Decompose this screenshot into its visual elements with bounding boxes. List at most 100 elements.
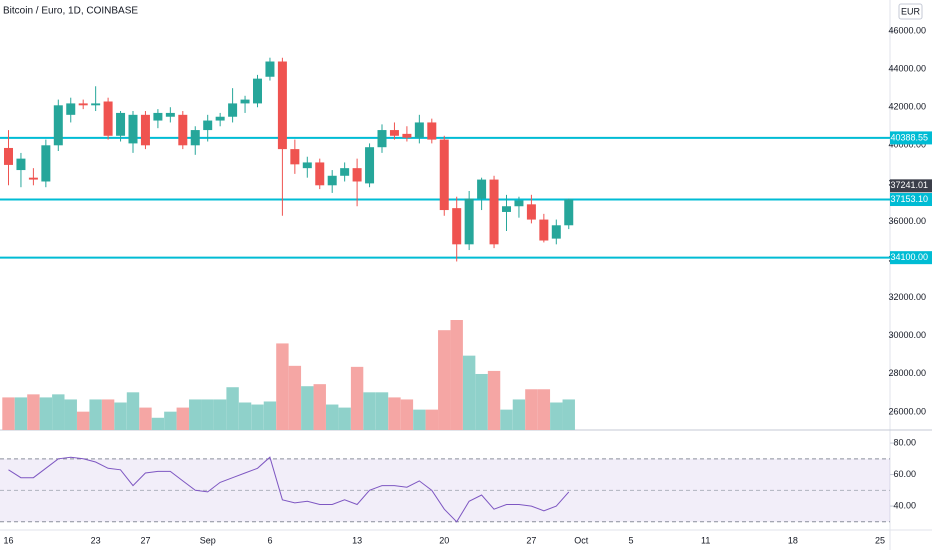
volume-bar <box>313 384 326 430</box>
volume-bar <box>276 343 289 430</box>
candle-body <box>153 112 163 121</box>
candle-body <box>514 200 524 207</box>
candle-body <box>78 103 88 106</box>
volume-bar <box>525 389 538 430</box>
level-label: 40388.55 <box>890 131 932 145</box>
candle-body <box>464 198 474 245</box>
volume-bar <box>363 392 376 430</box>
candle-body <box>103 101 113 136</box>
volume-bar <box>301 386 314 430</box>
y-tick-label: 46000.00 <box>888 25 926 35</box>
rsi-tick-label: 40.00 <box>893 500 916 510</box>
level-label-text: 37241.01 <box>890 180 928 190</box>
candle-body <box>215 116 225 121</box>
candle-body <box>16 158 26 171</box>
x-tick-label: 18 <box>788 535 798 545</box>
candle-body <box>165 112 175 117</box>
volume-bar <box>52 394 65 430</box>
volume-bar <box>388 397 401 430</box>
x-tick-label: 25 <box>875 535 885 545</box>
volume-bar <box>101 399 115 430</box>
candle-body <box>389 130 399 136</box>
volume-bar <box>400 399 414 430</box>
volume-bar <box>438 330 451 430</box>
candle-body <box>203 120 213 131</box>
y-tick-label: 26000.00 <box>888 406 926 416</box>
volume-bar <box>27 394 40 430</box>
candle-body <box>140 114 150 146</box>
candle-body <box>91 103 101 106</box>
x-tick-label: 20 <box>439 535 449 545</box>
currency-box[interactable] <box>898 3 923 20</box>
candle-body <box>253 78 262 104</box>
candle-body <box>190 130 200 146</box>
volume-bar <box>238 402 252 430</box>
volume-bar <box>450 320 463 430</box>
level-label-text: 40388.55 <box>890 132 928 142</box>
candle-body <box>489 179 499 245</box>
rsi-tick-label: 60.00 <box>893 469 916 479</box>
volume-bar <box>375 392 389 430</box>
level-label-box <box>890 251 932 265</box>
candle-body <box>452 208 462 245</box>
y-tick-label: 32000.00 <box>888 292 926 302</box>
candle-body <box>128 114 138 144</box>
x-tick-label: 11 <box>701 535 710 545</box>
volume-bar <box>462 355 476 430</box>
rsi-line <box>8 456 570 523</box>
volume-bar <box>14 397 28 430</box>
volume-bar <box>263 401 277 430</box>
candle-body <box>564 199 574 226</box>
candle-body <box>377 130 387 148</box>
candle-body <box>340 168 350 176</box>
y-tick-label: 40000.00 <box>888 140 926 150</box>
level-label-text: 37153.10 <box>890 194 928 204</box>
volume-bar <box>2 397 15 430</box>
volume-bar <box>39 397 53 430</box>
candle-body <box>228 103 238 117</box>
level-label-box <box>890 131 932 145</box>
volume-bar <box>89 399 102 430</box>
currency: EUR <box>901 6 921 16</box>
candle-body <box>240 99 250 104</box>
candle-body <box>427 122 437 140</box>
x-tick-label: 27 <box>526 535 536 545</box>
level-label-text: 34100.00 <box>890 252 928 262</box>
volume-bar <box>213 399 227 430</box>
x-tick-label: 27 <box>140 535 150 545</box>
volume-bar <box>164 411 177 430</box>
candle-body <box>352 168 362 182</box>
candle-body <box>41 145 51 182</box>
volume-bar <box>189 399 202 430</box>
volume-bar <box>338 407 351 430</box>
candle-body <box>53 105 63 146</box>
volume-bar <box>425 409 438 430</box>
volume-bar <box>226 387 239 430</box>
volume-bar <box>77 411 90 430</box>
x-tick-label: 5 <box>628 535 633 545</box>
volume-bar <box>251 404 264 430</box>
candle-body <box>302 162 312 169</box>
volume-bar <box>114 402 127 430</box>
candle-body <box>402 133 412 138</box>
candle-body <box>315 162 325 186</box>
y-tick-label: 30000.00 <box>888 330 926 340</box>
volume-bar <box>413 409 426 430</box>
candle-body <box>277 61 287 150</box>
volume-bar <box>562 399 575 430</box>
level-label: 34100.00 <box>890 251 932 265</box>
candle-body <box>365 147 375 184</box>
candle-body <box>265 61 275 77</box>
volume-bar <box>151 417 165 430</box>
x-tick-label: 13 <box>352 535 362 545</box>
y-tick-label: 28000.00 <box>888 368 926 378</box>
level-label: 37241.01 <box>890 179 932 193</box>
candle-body <box>526 204 536 220</box>
chart-title: Bitcoin / Euro, 1D, COINBASE <box>3 6 138 17</box>
x-tick-label: Sep <box>200 535 216 545</box>
candle-body <box>477 179 487 199</box>
candle-body <box>551 225 561 239</box>
candle-body <box>66 103 76 115</box>
volume-bar <box>487 370 501 430</box>
